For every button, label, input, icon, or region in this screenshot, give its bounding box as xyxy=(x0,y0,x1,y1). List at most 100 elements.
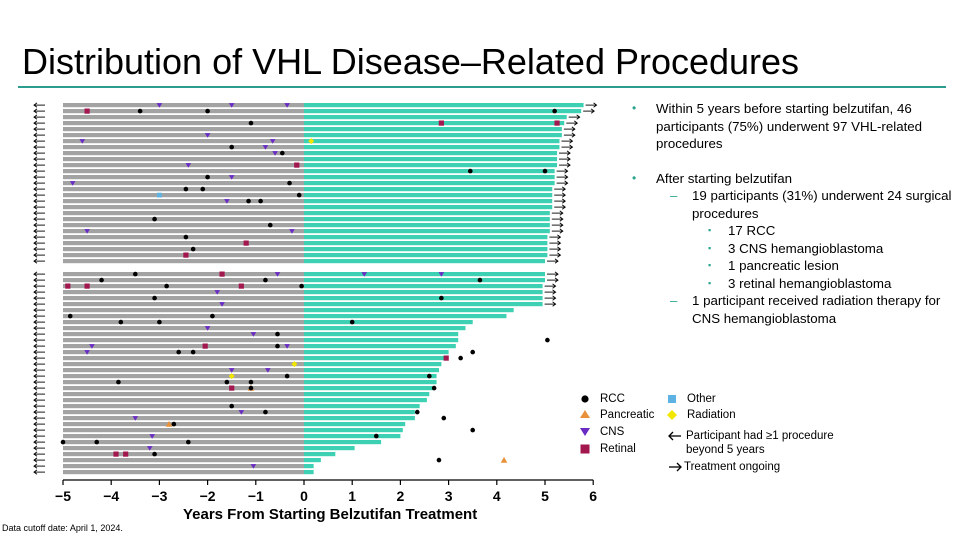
bar-on-treatment xyxy=(304,458,321,463)
bar-before-treatment xyxy=(63,350,304,355)
square-marker: ▪ xyxy=(708,260,712,270)
bar-before-treatment xyxy=(63,452,304,457)
arrow-beyond-5-years-icon xyxy=(33,457,45,463)
arrow-treatment-ongoing-icon xyxy=(549,246,562,252)
bar-on-treatment xyxy=(304,410,415,415)
arrow-beyond-5-years-icon xyxy=(33,108,45,114)
legend-other-label: Other xyxy=(687,393,716,405)
event-rcc xyxy=(133,271,138,277)
event-pancreatic xyxy=(165,420,173,427)
arrow-beyond-5-years-icon xyxy=(33,271,45,277)
legend-radiation-label: Radiation xyxy=(687,409,736,421)
event-retinal xyxy=(243,240,249,246)
sub-item-text: 3 retinal hemangioblastoma xyxy=(728,275,892,291)
bar-before-treatment xyxy=(63,259,304,264)
bar-before-treatment xyxy=(63,416,304,421)
arrow-beyond-5-years-icon xyxy=(33,174,45,180)
bar-before-treatment xyxy=(63,410,304,415)
square-marker: ▪ xyxy=(708,242,712,253)
bar-before-treatment xyxy=(63,175,304,180)
arrow-beyond-5-years-icon xyxy=(33,246,45,252)
bar-before-treatment xyxy=(63,398,304,403)
sub-bullet-surgical: –19 participants (31%) underwent 24 surg… xyxy=(630,187,960,222)
bar-before-treatment xyxy=(63,247,304,252)
bar-on-treatment xyxy=(304,211,550,216)
arrow-beyond-5-years-icon xyxy=(33,228,45,234)
event-rcc xyxy=(183,186,189,192)
arrow-beyond-5-years-icon xyxy=(33,385,45,391)
bar-before-treatment xyxy=(63,241,304,246)
event-rcc xyxy=(164,283,169,289)
legend-beyond-5-years-label: Participant had ≥1 procedure beyond 5 ye… xyxy=(686,430,834,456)
arrow-treatment-ongoing-icon xyxy=(547,271,559,277)
event-rcc xyxy=(248,120,254,126)
event-rcc xyxy=(183,234,189,240)
arrow-treatment-ongoing-icon xyxy=(547,277,559,283)
event-rcc xyxy=(60,439,66,445)
bar-on-treatment xyxy=(304,320,473,325)
bar-before-treatment xyxy=(63,308,304,313)
event-retinal xyxy=(229,385,235,391)
event-rcc xyxy=(186,439,191,445)
bar-before-treatment xyxy=(63,278,304,283)
arrow-beyond-5-years-icon xyxy=(33,216,45,222)
arrow-beyond-5-years-icon xyxy=(33,150,45,156)
bar-on-treatment xyxy=(304,235,548,240)
arrow-beyond-5-years-icon xyxy=(33,421,45,427)
arrow-beyond-5-years-icon xyxy=(33,240,45,246)
event-cns xyxy=(185,163,192,168)
arrow-beyond-5-years-icon xyxy=(33,186,45,192)
event-cns xyxy=(89,344,95,349)
event-retinal xyxy=(202,343,208,349)
arrow-beyond-5-years-icon xyxy=(33,277,45,283)
event-rcc xyxy=(458,355,463,361)
event-rcc xyxy=(258,198,263,204)
arrow-treatment-ongoing-icon xyxy=(544,295,557,301)
event-radiation xyxy=(291,361,298,368)
bar-before-treatment xyxy=(63,217,304,222)
event-cns xyxy=(274,272,281,277)
legend-pancreatic-marker xyxy=(580,410,590,418)
legend-cns-marker xyxy=(580,428,590,436)
event-rcc xyxy=(99,277,104,283)
arrow-beyond-5-years-icon xyxy=(33,180,45,186)
event-retinal xyxy=(84,283,90,289)
arrow-beyond-5-years-icon xyxy=(33,469,45,475)
bar-on-treatment xyxy=(304,229,550,234)
bar-before-treatment xyxy=(63,458,304,463)
arrow-beyond-5-years-icon xyxy=(33,162,45,168)
event-cns xyxy=(228,368,235,373)
arrow-beyond-5-years-icon xyxy=(33,403,45,409)
event-rcc xyxy=(287,180,292,186)
legend-arrow-right-icon xyxy=(669,462,682,472)
event-rcc xyxy=(263,277,268,283)
sub-item: ▪ 17 RCC xyxy=(630,222,960,240)
event-retinal xyxy=(554,120,560,126)
arrow-treatment-ongoing-icon xyxy=(551,210,564,216)
arrow-beyond-5-years-icon xyxy=(33,156,45,162)
bar-before-treatment xyxy=(63,290,304,295)
arrow-beyond-5-years-icon xyxy=(33,295,45,301)
event-cns xyxy=(69,181,76,186)
event-rcc xyxy=(299,283,304,289)
arrow-treatment-ongoing-icon xyxy=(559,156,571,162)
legend-arrow-left-icon xyxy=(668,431,681,441)
arrow-treatment-ongoing-icon xyxy=(549,234,562,240)
event-rcc xyxy=(118,319,124,325)
event-rcc xyxy=(552,108,557,114)
event-rcc xyxy=(296,192,302,198)
bar-before-treatment xyxy=(63,139,304,144)
arrow-beyond-5-years-icon xyxy=(33,210,45,216)
bar-on-treatment xyxy=(304,470,314,475)
arrow-treatment-ongoing-icon xyxy=(556,180,569,186)
arrow-beyond-5-years-icon xyxy=(33,168,45,174)
event-rcc xyxy=(470,349,476,355)
event-cns xyxy=(250,464,257,469)
arrow-beyond-5-years-icon xyxy=(33,391,45,397)
event-rcc xyxy=(176,349,181,355)
bar-before-treatment xyxy=(63,133,304,138)
bar-before-treatment xyxy=(63,344,304,349)
bar-before-treatment xyxy=(63,205,304,210)
event-cns xyxy=(204,133,211,138)
